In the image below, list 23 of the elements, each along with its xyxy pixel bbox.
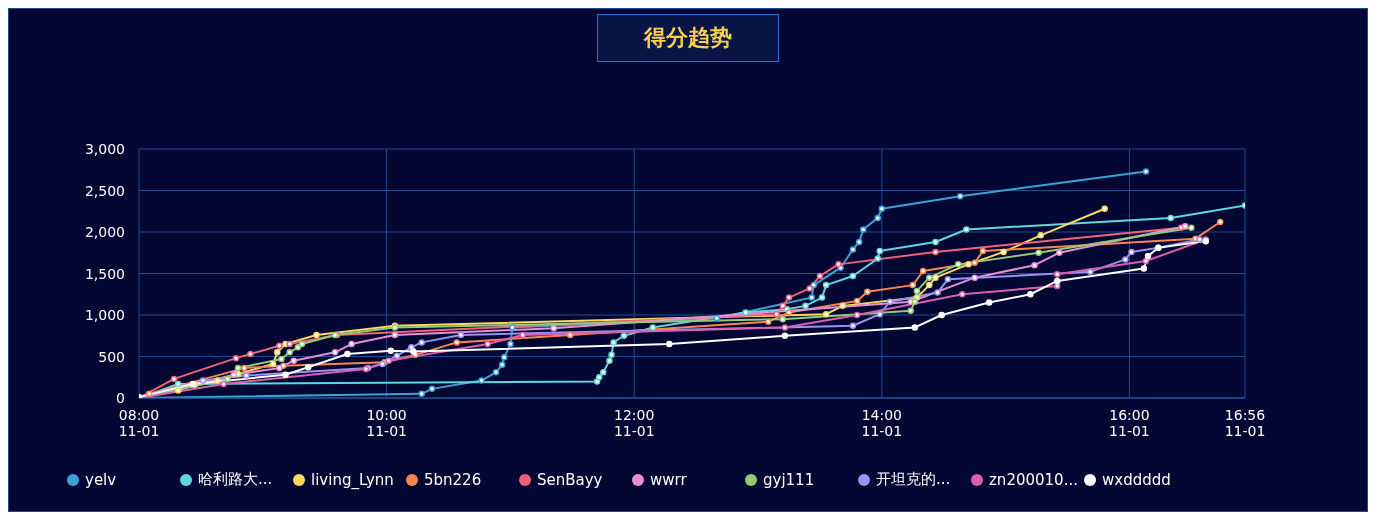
x-tick-label: 14:00 11-01 bbox=[861, 407, 903, 439]
y-tick-label: 3,000 bbox=[84, 141, 125, 157]
legend-label: wxddddd bbox=[1102, 470, 1171, 489]
x-tick-label: 08:00 11-01 bbox=[118, 407, 160, 439]
x-tick-label: 10:00 11-01 bbox=[366, 407, 407, 439]
legend-label: gyj111 bbox=[763, 470, 815, 489]
x-tick-label: 16:56 11-01 bbox=[1224, 407, 1266, 439]
legend-label: 5bn226 bbox=[424, 470, 482, 489]
y-tick-label: 1,000 bbox=[84, 307, 125, 323]
legend-label: 开坦克的... bbox=[876, 470, 951, 489]
y-tick-label: 0 bbox=[116, 390, 125, 406]
legend-label: zn200010... bbox=[989, 470, 1078, 489]
y-tick-label: 500 bbox=[98, 348, 125, 365]
x-tick-label: 12:00 11-01 bbox=[613, 407, 655, 439]
y-tick-label: 2,500 bbox=[84, 182, 125, 199]
x-tick-label: 16:00 11-01 bbox=[1109, 407, 1150, 439]
legend-label: 哈利路大... bbox=[198, 470, 273, 489]
legend-label: living_Lynn bbox=[311, 470, 394, 489]
legend-label: wwrr bbox=[650, 470, 687, 489]
y-tick-label: 2,000 bbox=[84, 224, 125, 240]
legend-label: SenBayy bbox=[537, 470, 603, 489]
legend-label: yelv bbox=[85, 470, 117, 489]
y-tick-label: 1,500 bbox=[84, 265, 125, 282]
